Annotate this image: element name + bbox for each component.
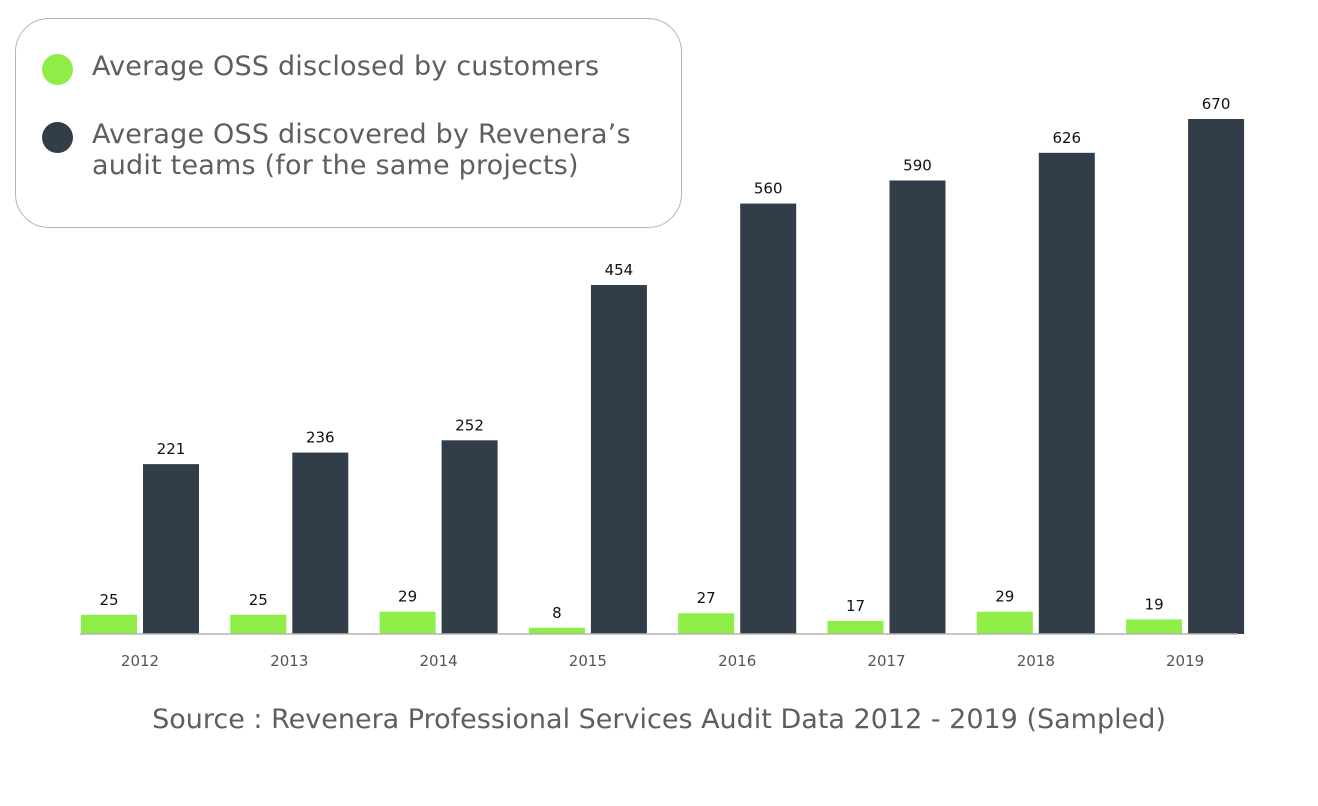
x-tick-label-2015: 2015 bbox=[569, 652, 607, 670]
bar-discovered-2014 bbox=[441, 440, 498, 634]
source-note: Source : Revenera Professional Services … bbox=[152, 704, 1166, 735]
legend-label-disclosed: Average OSS disclosed by customers bbox=[92, 51, 600, 82]
legend-swatch-disclosed bbox=[42, 54, 73, 85]
data-label-discovered-2014: 252 bbox=[455, 416, 484, 434]
data-label-discovered-2019: 670 bbox=[1202, 95, 1231, 113]
data-label-discovered-2012: 221 bbox=[157, 440, 186, 458]
data-label-disclosed-2018: 29 bbox=[995, 588, 1014, 606]
x-tick-labels-group: 2012 2013 2014 2015 2016 2017 2018 2019 bbox=[121, 652, 1204, 670]
x-tick-label-2013: 2013 bbox=[270, 652, 308, 670]
data-labels-group: 25 221 25 236 29 252 8 454 27 560 17 590 29 626 19 670 bbox=[99, 95, 1230, 622]
legend-item-discovered: Average OSS discovered by Revenera’s aud… bbox=[42, 119, 662, 181]
bar-disclosed-2019 bbox=[1126, 619, 1183, 634]
bar-disclosed-2016 bbox=[678, 613, 735, 634]
data-label-disclosed-2017: 17 bbox=[846, 597, 865, 615]
x-tick-label-2016: 2016 bbox=[718, 652, 756, 670]
legend-label-discovered: Average OSS discovered by Revenera’s aud… bbox=[92, 119, 631, 181]
bar-discovered-2017 bbox=[889, 180, 946, 634]
bar-disclosed-2012 bbox=[81, 614, 137, 634]
bar-discovered-2012 bbox=[143, 464, 199, 634]
bar-disclosed-2017 bbox=[827, 620, 884, 634]
bar-discovered-2018 bbox=[1038, 152, 1095, 634]
x-tick-label-2017: 2017 bbox=[867, 652, 905, 670]
bar-disclosed-2018 bbox=[976, 611, 1033, 634]
legend-swatch-discovered bbox=[42, 122, 73, 153]
data-label-disclosed-2015: 8 bbox=[552, 604, 562, 622]
x-tick-label-2019: 2019 bbox=[1166, 652, 1204, 670]
data-label-disclosed-2019: 19 bbox=[1145, 595, 1164, 613]
x-tick-label-2018: 2018 bbox=[1017, 652, 1055, 670]
x-tick-label-2012: 2012 bbox=[121, 652, 159, 670]
data-label-discovered-2015: 454 bbox=[605, 261, 634, 279]
bar-disclosed-2013 bbox=[230, 614, 287, 634]
bars-group bbox=[81, 119, 1245, 634]
bar-disclosed-2014 bbox=[379, 611, 436, 634]
bar-discovered-2016 bbox=[740, 203, 797, 634]
data-label-discovered-2013: 236 bbox=[306, 429, 335, 447]
bar-discovered-2013 bbox=[292, 452, 349, 634]
legend: Average OSS disclosed by customers Avera… bbox=[15, 18, 682, 228]
data-label-disclosed-2016: 27 bbox=[697, 589, 716, 607]
x-tick-label-2014: 2014 bbox=[420, 652, 458, 670]
data-label-discovered-2016: 560 bbox=[754, 180, 783, 198]
data-label-disclosed-2014: 29 bbox=[398, 588, 417, 606]
bar-discovered-2015 bbox=[590, 285, 647, 634]
data-label-discovered-2017: 590 bbox=[903, 156, 932, 174]
legend-item-disclosed: Average OSS disclosed by customers bbox=[42, 51, 599, 85]
bar-discovered-2019 bbox=[1188, 119, 1245, 634]
data-label-discovered-2018: 626 bbox=[1052, 129, 1081, 147]
data-label-disclosed-2012: 25 bbox=[99, 591, 118, 609]
data-label-disclosed-2013: 25 bbox=[249, 591, 268, 609]
bar-disclosed-2015 bbox=[528, 627, 585, 634]
